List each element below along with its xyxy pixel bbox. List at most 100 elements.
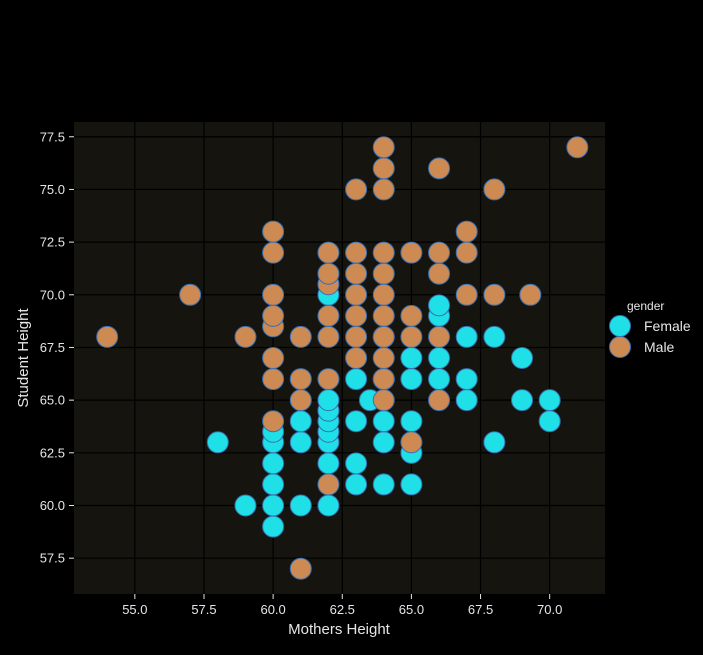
data-point-female [400,473,423,496]
data-point-female [262,473,285,496]
y-tick-label: 62.5 [40,445,65,460]
data-point-female [345,410,368,433]
data-point-female [262,515,285,538]
data-point-female [538,389,561,412]
data-points [96,136,589,580]
data-point-male [345,325,368,348]
legend-marker-female [609,315,631,337]
data-point-female [289,410,312,433]
data-point-male [400,431,423,454]
data-point-female [234,494,257,517]
data-point-male [455,241,478,264]
data-point-male [455,283,478,306]
data-point-female [428,368,451,391]
data-point-male [428,157,451,180]
data-point-female [483,431,506,454]
x-tick-label: 70.0 [537,602,562,617]
y-tick-label: 75.0 [40,182,65,197]
y-axis-label: Student Height [15,308,32,408]
data-point-female [289,494,312,517]
x-axis: 55.0 57.5 60.0 62.5 65.0 67.5 70.0 [122,594,562,617]
data-point-male [372,389,395,412]
data-point-female [511,389,534,412]
data-point-male [289,389,312,412]
data-point-male [372,262,395,285]
data-point-male [345,304,368,327]
data-point-female [317,389,340,412]
data-point-male [317,473,340,496]
data-point-male [262,220,285,243]
data-point-male [317,241,340,264]
y-tick-label: 72.5 [40,235,65,250]
x-axis-label: Mothers Height [288,621,391,638]
data-point-male [234,325,257,348]
data-point-male [317,325,340,348]
data-point-female [400,410,423,433]
data-point-male [372,136,395,159]
data-point-male [345,283,368,306]
data-point-male [483,178,506,201]
data-point-male [372,157,395,180]
legend-title: gender [627,299,664,313]
y-tick-label: 77.5 [40,129,65,144]
data-point-male [262,410,285,433]
data-point-female [372,431,395,454]
data-point-male [372,241,395,264]
legend: gender Female Male [609,299,691,358]
y-tick-label: 65.0 [40,393,65,408]
data-point-male [262,347,285,369]
data-point-male [317,304,340,327]
data-point-male [428,325,451,348]
data-point-male [317,262,340,285]
data-point-female [206,431,229,454]
data-point-male [519,283,542,306]
data-point-male [400,241,423,264]
data-point-female [262,494,285,517]
y-tick-label: 70.0 [40,287,65,302]
data-point-male [455,220,478,243]
data-point-male [179,283,202,306]
data-point-male [345,262,368,285]
data-point-male [483,283,506,306]
data-point-female [372,410,395,433]
series-male [96,136,589,580]
data-point-female [345,473,368,496]
data-point-male [289,557,312,580]
data-point-male [262,368,285,391]
data-point-female [400,347,423,369]
data-point-male [372,304,395,327]
data-point-female [262,452,285,475]
x-tick-label: 65.0 [399,602,424,617]
data-point-female [455,325,478,348]
x-tick-label: 57.5 [191,602,216,617]
data-point-male [372,325,395,348]
data-point-male [400,304,423,327]
data-point-female [317,452,340,475]
data-point-female [428,347,451,369]
data-point-male [372,368,395,391]
x-tick-label: 62.5 [330,602,355,617]
data-point-female [538,410,561,433]
data-point-male [428,262,451,285]
data-point-male [262,283,285,306]
data-point-male [96,325,119,348]
data-point-female [511,347,534,369]
data-point-male [345,347,368,369]
data-point-male [372,347,395,369]
data-point-male [428,389,451,412]
data-point-female [345,368,368,391]
data-point-female [428,294,451,317]
data-point-male [317,368,340,391]
y-tick-label: 57.5 [40,551,65,566]
y-axis: 57.5 60.0 62.5 65.0 67.5 70.0 72.5 75.0 77.5 [40,129,74,566]
data-point-female [483,325,506,348]
data-point-male [262,241,285,264]
data-point-male [289,368,312,391]
data-point-male [345,178,368,201]
data-point-female [289,431,312,454]
data-point-female [400,368,423,391]
data-point-male [400,325,423,348]
data-point-male [289,325,312,348]
y-tick-label: 67.5 [40,340,65,355]
